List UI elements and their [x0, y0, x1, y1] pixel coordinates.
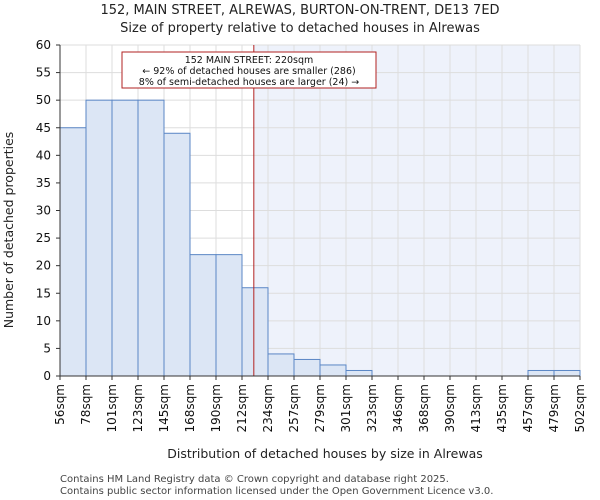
y-tick-label: 10 [36, 314, 51, 328]
y-tick-label: 25 [36, 231, 51, 245]
y-tick-label: 15 [36, 286, 51, 300]
bar [137, 99, 165, 377]
y-tick-label: 40 [36, 148, 51, 162]
y-tick-label: 60 [36, 38, 51, 52]
x-tick-label: 390sqm [443, 384, 457, 432]
x-tick-label: 56sqm [53, 384, 67, 425]
x-tick-label: 479sqm [547, 384, 561, 432]
bar [215, 254, 243, 377]
bar [293, 358, 321, 377]
footer-line-2: Contains public sector information licen… [60, 486, 493, 497]
x-tick-label: 234sqm [261, 384, 275, 432]
x-axis-label: Distribution of detached houses by size … [167, 446, 483, 461]
bar [553, 369, 581, 377]
y-tick-label: 45 [36, 121, 51, 135]
x-tick-label: 257sqm [287, 384, 301, 432]
bar [189, 254, 217, 377]
x-tick-label: 145sqm [157, 384, 171, 432]
y-tick-label: 5 [43, 341, 51, 355]
y-tick-label: 30 [36, 204, 51, 218]
x-tick-label: 301sqm [339, 384, 353, 432]
x-tick-label: 279sqm [313, 384, 327, 432]
x-tick-label: 190sqm [209, 384, 223, 432]
x-tick-label: 323sqm [365, 384, 379, 432]
x-tick-label: 457sqm [521, 384, 535, 432]
bar [163, 132, 191, 377]
y-axis-label: Number of detached properties [1, 132, 16, 329]
bar [527, 369, 555, 377]
y-tick-label: 35 [36, 176, 51, 190]
x-tick-label: 368sqm [417, 384, 431, 432]
annotation-box: 152 MAIN STREET: 220sqm ← 92% of detache… [121, 51, 377, 89]
bar [267, 353, 295, 377]
annotation-line-2: ← 92% of detached houses are smaller (28… [142, 66, 355, 77]
x-tick-label: 101sqm [105, 384, 119, 432]
y-tick-label: 0 [43, 369, 51, 383]
y-tick-label: 55 [36, 66, 51, 80]
x-tick-label: 212sqm [235, 384, 249, 432]
bar [345, 369, 373, 377]
x-tick-label: 78sqm [79, 384, 93, 425]
chart-subtitle: Size of property relative to detached ho… [120, 21, 480, 36]
annotation-line-3: 8% of semi-detached houses are larger (2… [139, 77, 359, 88]
bar [59, 127, 87, 377]
plot-area: 0 5 10 15 20 25 30 35 40 45 50 55 60 56sqm 78sqm 101sqm… [36, 38, 587, 432]
footer-line-1: Contains HM Land Registry data © Crown c… [60, 474, 449, 485]
x-tick-label: 168sqm [183, 384, 197, 432]
bar [111, 99, 139, 377]
y-tick-label: 50 [36, 93, 51, 107]
x-tick-label: 413sqm [469, 384, 483, 432]
x-tick-label: 502sqm [573, 384, 587, 432]
x-tick-label: 346sqm [391, 384, 405, 432]
bar [85, 99, 113, 377]
annotation-line-1: 152 MAIN STREET: 220sqm [185, 55, 314, 66]
x-tick-label: 435sqm [495, 384, 509, 432]
y-tick-label: 20 [36, 259, 51, 273]
bar [241, 287, 269, 377]
chart-title: 152, MAIN STREET, ALREWAS, BURTON-ON-TRE… [100, 3, 499, 18]
x-tick-label: 123sqm [131, 384, 145, 432]
bar [319, 364, 347, 377]
